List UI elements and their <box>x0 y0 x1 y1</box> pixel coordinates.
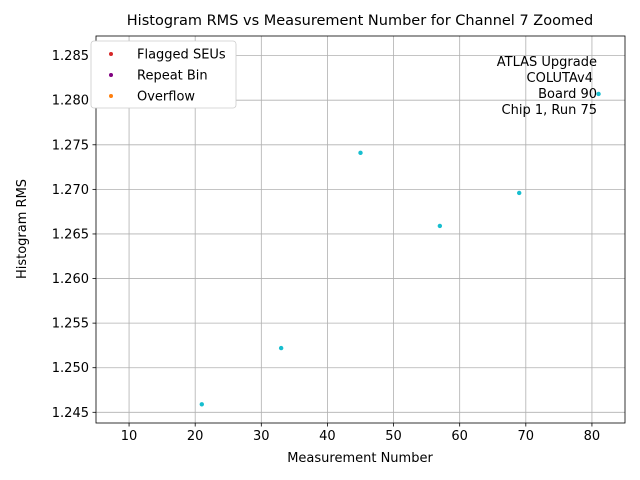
annotation-line-1: ATLAS Upgrade <box>497 55 597 70</box>
x-tick-label: 30 <box>253 429 270 444</box>
x-tick-label: 60 <box>451 429 468 444</box>
data-point <box>358 150 363 156</box>
y-tick-label: 1.285 <box>52 49 89 64</box>
y-tick-label: 1.260 <box>52 272 89 287</box>
legend-label-overflow: Overflow <box>137 90 195 105</box>
y-axis-label: Histogram RMS <box>15 179 30 279</box>
y-tick-label: 1.270 <box>52 183 89 198</box>
data-point <box>517 190 522 196</box>
plot-frame <box>95 35 626 424</box>
data-point <box>596 91 601 97</box>
x-tick-label: 40 <box>319 429 336 444</box>
data-point <box>199 402 204 407</box>
legend-label-repeat-bin: Repeat Bin <box>137 69 208 84</box>
x-tick-label: 80 <box>584 429 601 444</box>
x-tick-label: 50 <box>385 429 402 444</box>
annotation-line-3: Board 90 <box>538 87 597 102</box>
chart-title: Histogram RMS vs Measurement Number for … <box>127 13 593 29</box>
legend-marker-overflow <box>109 94 113 98</box>
y-tick-label: 1.280 <box>52 94 89 109</box>
annotation-line-4: Chip 1, Run 75 <box>502 103 597 118</box>
x-axis-label: Measurement Number <box>287 451 433 466</box>
grid-layer <box>96 36 625 423</box>
legend-marker-repeat-bin <box>109 73 113 77</box>
x-tick-label: 20 <box>187 429 204 444</box>
x-tick-label: 10 <box>121 429 138 444</box>
legend: Flagged SEUs Repeat Bin Overflow <box>90 40 237 109</box>
data-point <box>278 345 284 351</box>
y-tick-label: 1.255 <box>52 317 89 332</box>
y-tick-label: 1.245 <box>52 406 89 421</box>
legend-box <box>90 40 237 109</box>
legend-marker-flagged-seus <box>109 52 113 56</box>
y-tick-label: 1.265 <box>52 227 89 242</box>
data-points <box>199 91 601 407</box>
annotation: ATLAS Upgrade COLUTAv4 Board 90 Chip 1, … <box>497 55 597 118</box>
data-point <box>437 223 443 229</box>
y-tick-label: 1.275 <box>52 138 89 153</box>
tick-layer: 10 20 30 40 50 60 70 80 1.245 1.250 1.255 1.260 1.26… <box>52 49 600 444</box>
y-tick-label: 1.250 <box>52 361 89 376</box>
x-tick-label: 70 <box>518 429 535 444</box>
legend-label-flagged-seus: Flagged SEUs <box>137 48 226 63</box>
annotation-line-2: COLUTAv4 <box>527 71 593 86</box>
